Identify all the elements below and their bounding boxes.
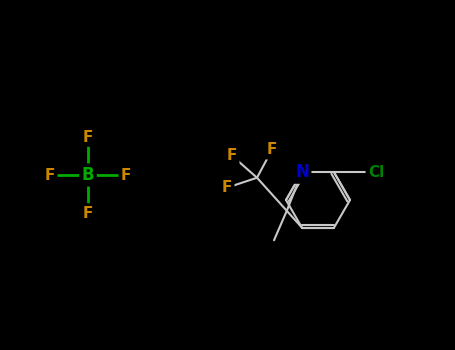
- Text: F: F: [121, 168, 131, 182]
- Text: F: F: [222, 180, 232, 195]
- Text: Cl: Cl: [368, 165, 384, 180]
- Text: N: N: [295, 163, 309, 181]
- Text: B: B: [82, 166, 94, 184]
- Text: F: F: [267, 142, 277, 157]
- Text: F: F: [227, 148, 237, 163]
- Text: F: F: [83, 205, 93, 220]
- Text: F: F: [83, 130, 93, 145]
- Text: F: F: [45, 168, 55, 182]
